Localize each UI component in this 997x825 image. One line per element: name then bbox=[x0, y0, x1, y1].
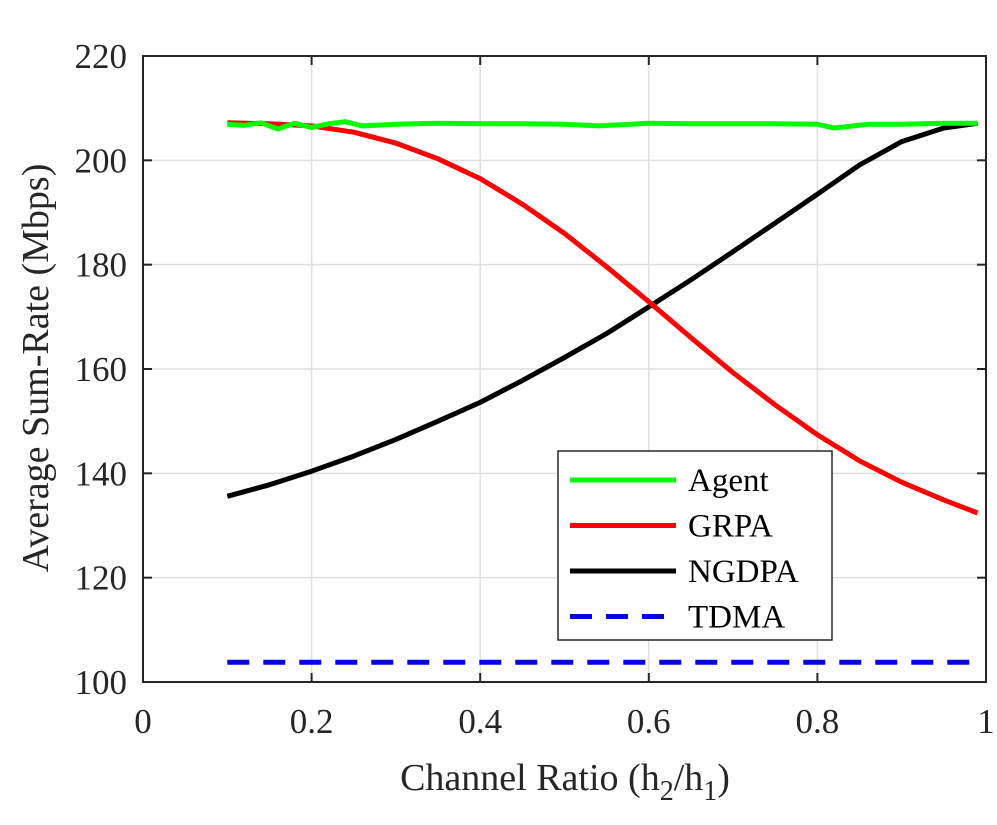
y-tick-label: 140 bbox=[75, 454, 128, 493]
x-tick-label: 1 bbox=[977, 702, 995, 741]
x-axis-label-end: ) bbox=[717, 757, 730, 799]
series-line-grpa bbox=[227, 120, 979, 516]
x-axis-label: Channel Ratio (h2/h1) bbox=[400, 757, 730, 807]
x-axis-label-mid: /h bbox=[674, 757, 704, 799]
x-axis-label-sub-2: 2 bbox=[660, 776, 674, 807]
legend-label-ngdpa: NGDPA bbox=[688, 554, 799, 590]
y-axis-label: Average Sum-Rate (Mbps) bbox=[15, 164, 57, 573]
series-line-agent bbox=[227, 119, 978, 132]
x-tick-label: 0.6 bbox=[627, 702, 671, 741]
x-tick-label: 0.4 bbox=[458, 702, 502, 741]
y-tick-label: 160 bbox=[75, 350, 128, 389]
legend: Agent GRPA NGDPA TDMA bbox=[557, 450, 833, 641]
series-layer bbox=[226, 119, 979, 665]
y-tick-label: 180 bbox=[75, 246, 128, 285]
x-axis-label-main: Channel Ratio (h bbox=[400, 757, 660, 799]
series-line-ngdpa bbox=[226, 120, 978, 499]
y-tick-label: 200 bbox=[75, 141, 128, 180]
x-tick-label: 0 bbox=[134, 702, 152, 741]
tick-labels: 0 0.2 0.4 0.6 0.8 1 100 120 140 160 180 200 220 bbox=[75, 37, 995, 741]
legend-label-agent: Agent bbox=[688, 463, 769, 499]
axis-ticks bbox=[142, 55, 987, 683]
x-tick-label: 0.2 bbox=[290, 702, 334, 741]
y-tick-label: 100 bbox=[75, 663, 128, 702]
y-tick-label: 220 bbox=[75, 37, 128, 76]
x-axis-label-sub-1: 1 bbox=[703, 776, 717, 807]
legend-label-grpa: GRPA bbox=[688, 509, 773, 545]
legend-label-tdma: TDMA bbox=[688, 600, 785, 636]
x-tick-label: 0.8 bbox=[796, 702, 840, 741]
y-tick-label: 120 bbox=[75, 559, 128, 598]
